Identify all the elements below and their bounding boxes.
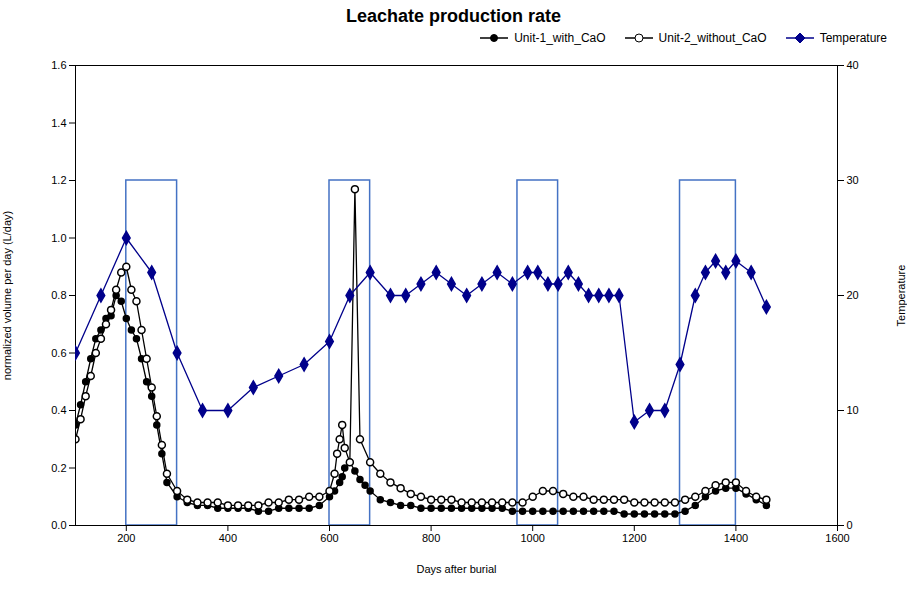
svg-text:1.2: 1.2 [51,174,66,186]
svg-text:200: 200 [117,532,135,544]
svg-text:0.2: 0.2 [51,462,66,474]
svg-text:1400: 1400 [724,532,748,544]
svg-text:1200: 1200 [622,532,646,544]
html-text:Unit-1_with_CaO: Unit-1_with_CaO [514,31,606,45]
svg-text:40: 40 [847,59,859,71]
svg-text:0.8: 0.8 [51,289,66,301]
svg-text:600: 600 [320,532,338,544]
svg-text:0.4: 0.4 [51,404,66,416]
svg-text:1.4: 1.4 [51,117,66,129]
svg-text:1000: 1000 [520,532,544,544]
svg-text:1600: 1600 [825,532,849,544]
svg-text:400: 400 [219,532,237,544]
svg-text:0.6: 0.6 [51,347,66,359]
svg-text:10: 10 [847,404,859,416]
svg-text:Temperature: Temperature [895,265,907,327]
svg-text:1.0: 1.0 [51,232,66,244]
svg-text:20: 20 [847,289,859,301]
svg-text:0.0: 0.0 [51,519,66,531]
svg-text:Days after burial: Days after burial [416,563,496,575]
svg-text:1.6: 1.6 [51,59,66,71]
svg-text:0: 0 [847,519,853,531]
html-text:Leachate production rate: Leachate production rate [346,6,561,26]
svg-text:normalized volume per day (L/d: normalized volume per day (L/day) [1,211,13,380]
svg-text:30: 30 [847,174,859,186]
svg-text:800: 800 [422,532,440,544]
html-text:Temperature: Temperature [819,31,887,45]
html-text:Unit-2_without_CaO: Unit-2_without_CaO [658,31,767,45]
